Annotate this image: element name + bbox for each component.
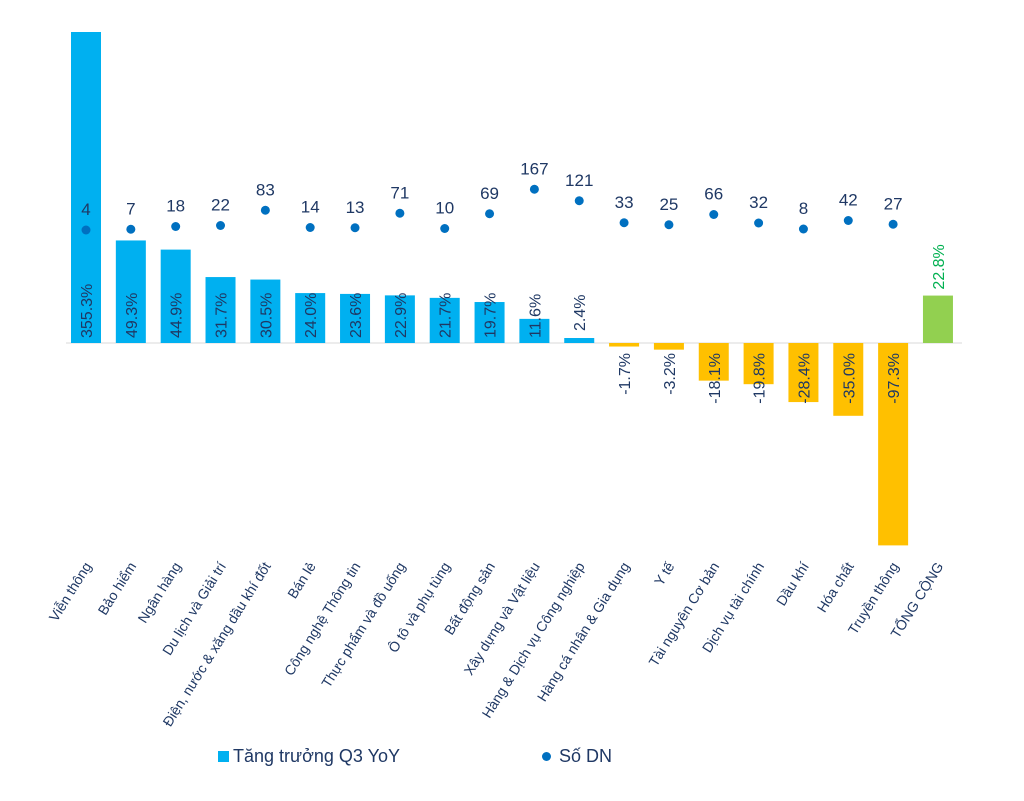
dot [305,223,315,232]
dot-label: 69 [480,184,499,203]
dot-label: 4 [81,200,90,219]
dot-label: 121 [565,171,593,190]
data-label: -18.1% [707,353,724,404]
bar [115,240,146,343]
dot [619,218,629,228]
data-label: 2.4% [572,295,589,331]
dot-label: 7 [126,199,135,218]
bar [698,343,729,381]
dot [216,221,226,230]
dot-label: 18 [166,197,185,216]
data-label: -19.8% [752,353,769,404]
legend-swatch-square-icon [218,751,229,762]
category-label: Hàng cá nhân & Gia dụng [534,559,633,704]
dot [709,210,719,219]
data-label: 30.5% [258,293,275,338]
dot [888,219,898,229]
legend-dot-icon [542,752,551,761]
data-label: 19.7% [483,293,500,338]
dot [664,220,674,230]
dot-label: 8 [799,199,808,218]
dot-label: 27 [884,194,903,213]
data-label: 22.9% [393,293,410,338]
legend-label: Số DN [559,746,613,766]
legend-item-count: Số DN [542,746,612,767]
dot [798,224,808,234]
data-label: 21.7% [438,293,455,338]
data-label: 11.6% [527,294,544,338]
bar [564,338,595,343]
bar [295,293,326,343]
category-label: Dầu khí [773,559,812,608]
category-label: Bảo hiểm [94,559,139,618]
dot-label: 25 [659,195,678,214]
bar [519,318,550,343]
data-label: 49.3% [124,293,141,338]
dot [350,223,360,233]
bar [205,277,236,343]
dot [126,224,136,234]
bar [384,295,415,343]
category-label: Thực phẩm và đồ uống [318,559,408,690]
data-label: 355.3% [79,284,96,338]
data-label: -97.3% [886,353,903,404]
data-label: 23.6% [348,293,365,338]
data-label: 22.8% [931,244,948,289]
dot [440,224,450,233]
dot [754,218,764,228]
dot-label: 167 [520,159,548,178]
dot-label: 33 [615,193,634,212]
bar [878,343,909,546]
data-label: 24.0% [303,293,320,338]
bar [250,279,281,343]
category-label: Y tế [651,559,678,589]
dot [574,196,584,206]
dot-label: 22 [211,196,230,215]
legend-label: Tăng trưởng Q3 YoY [233,746,400,766]
dot [81,225,91,235]
data-label: -1.7% [617,353,634,395]
bar [743,343,774,385]
bar [922,295,953,343]
data-label: 44.9% [169,293,186,338]
dot-label: 83 [256,180,275,199]
dot [395,208,405,218]
bar [340,293,371,343]
bar [609,343,640,347]
data-label: 31.7% [214,293,231,338]
bar [833,343,864,416]
dot-label: 66 [704,185,723,204]
bar [160,249,191,343]
bar [474,302,505,343]
category-label: Viễn thông [46,559,95,624]
dot [529,184,539,194]
dot-label: 10 [435,199,454,218]
dot [260,205,270,215]
legend-item-growth: Tăng trưởng Q3 YoY [218,746,400,767]
bar [71,32,101,343]
dot [485,209,495,219]
dot [171,222,181,231]
bar [653,343,684,350]
bar [788,343,819,403]
dot-label: 32 [749,193,768,212]
data-label: -35.0% [841,353,858,404]
category-label: Ngân hàng [134,559,184,626]
bar [429,297,460,343]
dot [843,216,853,225]
dot-label: 14 [301,198,320,217]
dot-label: 42 [839,191,858,210]
data-label: -28.4% [796,353,813,404]
dot-label: 71 [390,183,409,202]
data-label: -3.2% [662,353,679,395]
category-label: Bán lẻ [284,559,319,601]
category-label: Hóa chất [814,559,857,615]
dot-label: 13 [346,198,365,217]
